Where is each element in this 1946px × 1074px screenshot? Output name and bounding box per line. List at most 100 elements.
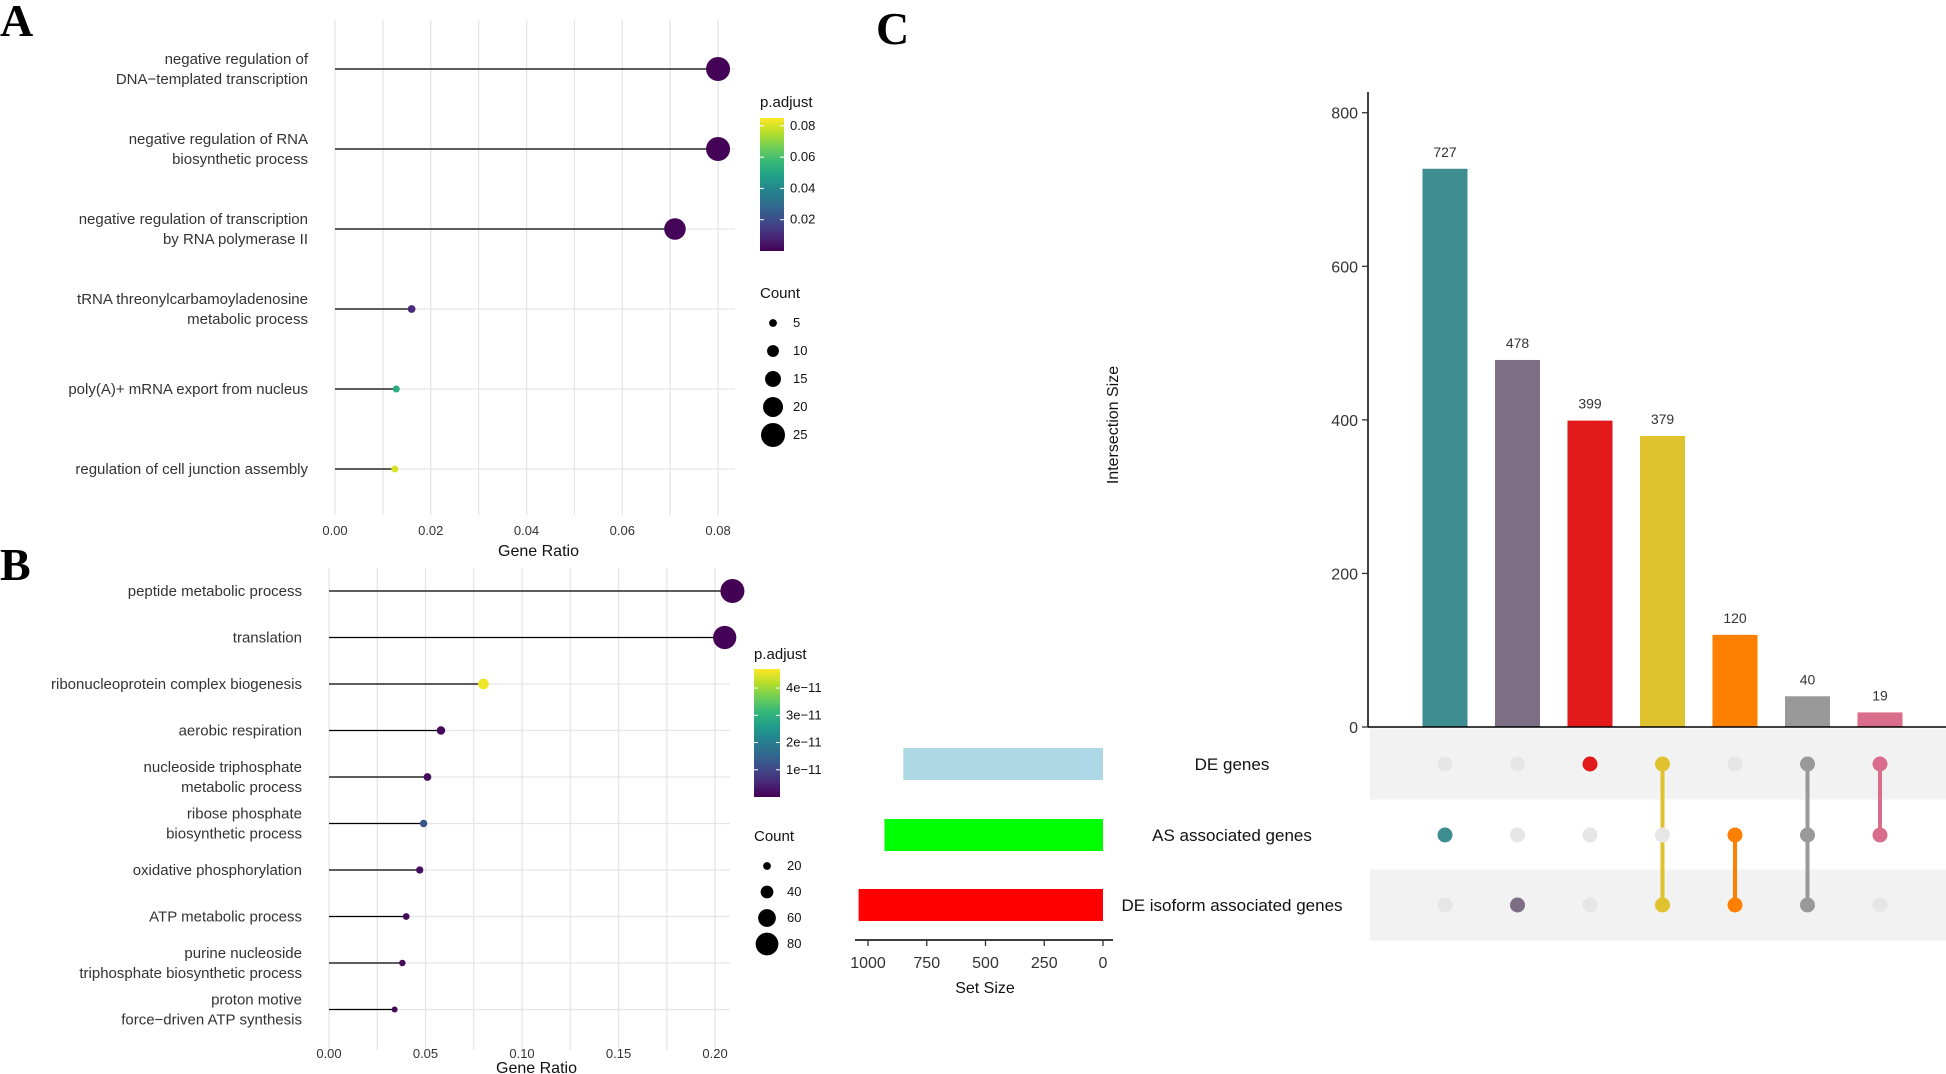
intersection-value-label: 399 (1578, 396, 1602, 412)
set-size-tick-label: 750 (913, 955, 940, 972)
panel-b-stems (329, 590, 733, 1011)
matrix-dot-inactive (1655, 827, 1670, 843)
lollipop-point (399, 959, 406, 967)
count-legend-title: Count (760, 285, 801, 302)
matrix-dot-active (1727, 897, 1743, 913)
category-label: force−driven ATP synthesis (121, 1012, 302, 1029)
set-size-bar (884, 819, 1103, 851)
matrix-dot-inactive (1437, 756, 1453, 772)
category-label: negative regulation of (165, 51, 309, 68)
matrix-dot-inactive (1510, 756, 1525, 772)
set-name-label: DE genes (1195, 755, 1270, 774)
lollipop-point (664, 218, 686, 240)
set-name-label: DE isoform associated genes (1121, 896, 1342, 915)
count-legend-dot (760, 885, 774, 899)
matrix-dot-active (1872, 827, 1888, 843)
category-label: by RNA polymerase II (163, 231, 308, 248)
matrix-dot-active (1655, 897, 1670, 913)
matrix-dot-active (1872, 756, 1888, 772)
matrix-dot-active (1800, 827, 1815, 843)
panel-a-points (391, 57, 731, 473)
intersection-bar (1640, 435, 1685, 727)
panel-c-y-axis: 0 200 400 600 800 (1331, 92, 1946, 737)
lollipop-point (391, 465, 399, 473)
matrix-dot-inactive (1582, 827, 1598, 843)
count-legend-label: 15 (793, 371, 807, 386)
panel-b-x-ticks: 0.00 0.05 0.10 0.15 0.20 (316, 1046, 727, 1061)
count-legend-label: 25 (793, 427, 807, 442)
lollipop-point (720, 579, 745, 603)
matrix-dot-inactive (1872, 897, 1888, 913)
category-label: peptide metabolic process (128, 583, 302, 600)
matrix-dot-active (1800, 897, 1815, 913)
panel-label-c: C (876, 3, 909, 54)
category-label: translation (233, 630, 302, 647)
panel-a-stems (335, 68, 719, 470)
matrix-dot-active (1437, 827, 1453, 843)
set-size-bar (858, 889, 1103, 921)
category-label: oxidative phosphorylation (133, 862, 302, 879)
panel-label-b: B (0, 539, 31, 590)
lollipop-point (423, 773, 432, 781)
y-tick-label: 400 (1331, 413, 1358, 430)
lollipop-point (416, 866, 424, 874)
count-legend-dot (767, 345, 779, 357)
count-legend-title: Count (754, 828, 795, 845)
matrix-dot-active (1655, 756, 1670, 772)
category-label: biosynthetic process (166, 826, 302, 843)
category-label: ribose phosphate (187, 806, 302, 823)
category-label: ribonucleoprotein complex biogenesis (51, 676, 302, 693)
intersection-bar (1857, 712, 1903, 727)
panel-label-a: A (0, 0, 33, 46)
x-tick-label: 0.10 (509, 1046, 534, 1061)
intersection-bar (1495, 359, 1540, 727)
p-adjust-colorbar (754, 669, 780, 797)
x-tick-label: 0.04 (514, 523, 539, 538)
p-adjust-legend-tick: 3e−11 (786, 707, 822, 722)
set-size-tick-label: 1000 (850, 955, 886, 972)
intersection-bar (1712, 634, 1758, 727)
intersection-value-label: 379 (1651, 411, 1675, 427)
set-name-label: AS associated genes (1152, 826, 1312, 845)
panel-a-category-labels: negative regulation of DNA−templated tran… (68, 51, 309, 478)
lollipop-point (713, 625, 737, 650)
p-adjust-legend-tick: 4e−11 (786, 680, 822, 695)
category-label: ATP metabolic process (149, 909, 302, 926)
x-tick-label: 0.02 (418, 523, 443, 538)
intersection-value-label: 478 (1506, 335, 1530, 351)
category-label: purine nucleoside (184, 945, 302, 962)
lollipop-point (706, 137, 731, 161)
count-legend-label: 20 (787, 858, 801, 873)
panel-c-set-size-title: Set Size (955, 980, 1015, 997)
set-size-bar (903, 748, 1103, 780)
p-adjust-legend-title: p.adjust (760, 94, 813, 111)
category-label: negative regulation of RNA (129, 131, 308, 148)
count-legend-dot (761, 423, 785, 447)
matrix-dot-inactive (1727, 756, 1743, 772)
count-legend-label: 40 (787, 884, 801, 899)
panel-c-set-size-bars (858, 748, 1103, 921)
lollipop-point (392, 385, 400, 393)
panel-a-grid (334, 20, 735, 515)
p-adjust-legend-tick: 0.08 (790, 118, 815, 133)
p-adjust-legend-tick: 0.06 (790, 149, 815, 164)
y-tick-label: 800 (1331, 106, 1358, 123)
x-tick-label: 0.00 (322, 523, 347, 538)
lollipop-point (478, 678, 489, 690)
panel-c-y-axis-title: Intersection Size (1105, 366, 1122, 484)
category-label: negative regulation of transcription (79, 211, 308, 228)
y-tick-label: 200 (1331, 566, 1358, 583)
x-tick-label: 0.05 (413, 1046, 438, 1061)
y-tick-label: 600 (1331, 259, 1358, 276)
matrix-dot-inactive (1437, 897, 1453, 913)
lollipop-point (706, 57, 731, 81)
p-adjust-legend-tick: 1e−11 (786, 762, 822, 777)
p-adjust-colorbar (760, 118, 784, 251)
panel-c-intersection-bars (1422, 168, 1903, 728)
p-adjust-legend-title: p.adjust (754, 646, 807, 663)
category-label: aerobic respiration (179, 723, 302, 740)
count-legend-dot (769, 319, 777, 327)
x-tick-label: 0.00 (316, 1046, 341, 1061)
count-legend-label: 10 (793, 343, 807, 358)
